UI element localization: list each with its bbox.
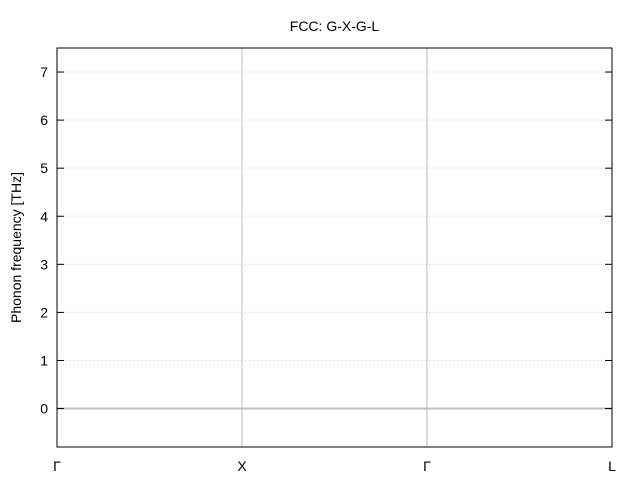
y-tick-label: 5 [40,160,48,176]
y-tick-label: 4 [40,208,48,224]
x-tick-label: X [237,458,247,474]
x-tick-label: Γ [53,458,61,474]
y-tick-label: 1 [40,352,48,368]
y-axis-label: Phonon frequency [THz] [8,172,24,323]
y-tick-label: 6 [40,112,48,128]
x-tick-label: Γ [423,458,431,474]
x-tick-label: L [608,458,616,474]
y-tick-label: 0 [40,401,48,417]
y-ticks: 0 1 2 3 4 5 6 7 [40,64,612,417]
y-tick-label: 2 [40,304,48,320]
plot-frame [56,47,613,448]
high-symmetry-lines [241,48,428,447]
grid-lines [57,71,612,410]
y-tick-label: 7 [40,64,48,80]
chart-title: FCC: G-X-G-L [290,18,380,34]
y-tick-label: 3 [40,256,48,272]
